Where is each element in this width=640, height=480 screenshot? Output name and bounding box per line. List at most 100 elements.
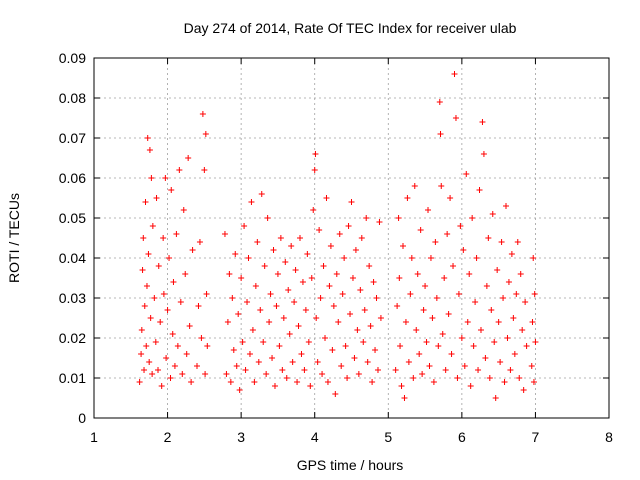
data-point	[523, 343, 530, 349]
data-point	[436, 99, 443, 105]
data-point	[232, 251, 239, 257]
data-point	[430, 379, 437, 385]
data-point	[530, 379, 537, 385]
data-point	[145, 251, 152, 257]
data-point	[417, 227, 424, 233]
data-point	[139, 267, 146, 273]
data-point	[257, 307, 264, 313]
data-point	[483, 283, 490, 289]
data-point	[442, 367, 449, 373]
data-point	[238, 275, 245, 281]
x-tick-label: 6	[458, 429, 466, 445]
data-point	[274, 271, 281, 277]
data-point	[198, 335, 205, 341]
data-point	[270, 247, 277, 253]
data-point	[454, 375, 461, 381]
data-point	[488, 307, 495, 313]
data-point	[221, 231, 228, 237]
data-point	[394, 303, 401, 309]
data-point	[358, 235, 365, 241]
data-point	[414, 271, 421, 277]
x-tick-label: 2	[164, 429, 172, 445]
data-point	[433, 295, 440, 301]
data-point	[466, 271, 473, 277]
data-point	[355, 371, 362, 377]
data-point	[370, 279, 377, 285]
data-point	[501, 379, 508, 385]
data-point	[530, 255, 537, 261]
x-tick-label: 7	[532, 429, 540, 445]
data-point	[516, 375, 523, 381]
data-point	[377, 315, 384, 321]
data-point	[511, 351, 518, 357]
data-point	[347, 311, 354, 317]
data-point	[261, 263, 268, 269]
data-point	[183, 351, 190, 357]
data-point	[202, 371, 209, 377]
data-point	[288, 243, 295, 249]
data-point	[472, 299, 479, 305]
data-point	[366, 263, 373, 269]
data-point	[136, 379, 143, 385]
data-point	[505, 279, 512, 285]
data-point	[286, 331, 293, 337]
data-point	[310, 207, 317, 213]
data-point	[202, 131, 209, 137]
data-point	[251, 379, 258, 385]
data-point	[339, 291, 346, 297]
data-point	[319, 371, 326, 377]
data-point	[398, 383, 405, 389]
data-point	[324, 379, 331, 385]
data-point	[151, 295, 158, 301]
data-point	[349, 275, 356, 281]
data-point	[429, 315, 436, 321]
data-point	[195, 303, 202, 309]
data-point	[160, 291, 167, 297]
data-point	[141, 367, 148, 373]
data-point	[395, 215, 402, 221]
data-point	[444, 231, 451, 237]
data-point	[500, 295, 507, 301]
x-axis-label: GPS time / hours	[297, 457, 404, 473]
data-point	[258, 191, 265, 197]
data-point	[492, 395, 499, 401]
data-point	[236, 387, 243, 393]
data-point	[473, 255, 480, 261]
data-point	[188, 379, 195, 385]
data-point	[294, 379, 301, 385]
data-point	[141, 303, 148, 309]
y-tick-label: 0.05	[59, 210, 86, 226]
data-point	[413, 327, 420, 333]
data-point	[146, 359, 153, 365]
data-point	[426, 363, 433, 369]
data-point	[252, 283, 259, 289]
data-point	[531, 291, 538, 297]
data-point	[162, 175, 169, 181]
data-point	[244, 299, 251, 305]
data-point	[451, 71, 458, 77]
y-tick-label: 0.08	[59, 90, 86, 106]
data-point	[255, 359, 262, 365]
y-tick-label: 0.02	[59, 330, 86, 346]
data-point	[425, 207, 432, 213]
data-point	[410, 375, 417, 381]
y-tick-label: 0.06	[59, 170, 86, 186]
data-point	[400, 243, 406, 249]
data-point	[392, 367, 399, 373]
data-point	[450, 263, 457, 269]
data-point	[160, 235, 167, 241]
data-point	[422, 283, 429, 289]
data-point	[227, 379, 234, 385]
data-point	[260, 339, 267, 345]
data-point	[411, 183, 418, 189]
data-point	[458, 335, 465, 341]
data-point	[460, 247, 467, 253]
grid-layer	[94, 58, 609, 418]
data-point	[439, 331, 446, 337]
data-point	[363, 215, 370, 221]
data-point	[486, 375, 493, 381]
data-point	[273, 303, 280, 309]
data-point	[320, 263, 327, 269]
data-point	[352, 247, 359, 253]
data-point	[230, 347, 237, 353]
